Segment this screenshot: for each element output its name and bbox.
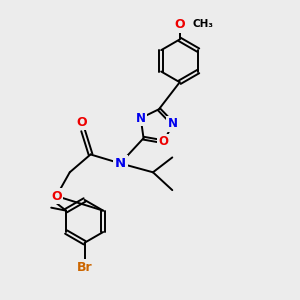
Text: N: N (115, 157, 126, 170)
Text: O: O (76, 116, 87, 129)
Text: O: O (158, 135, 169, 148)
Text: Br: Br (77, 261, 92, 274)
Text: CH₃: CH₃ (192, 19, 213, 29)
Text: N: N (168, 117, 178, 130)
Text: O: O (174, 18, 185, 31)
Text: N: N (136, 112, 146, 124)
Text: O: O (51, 190, 62, 202)
